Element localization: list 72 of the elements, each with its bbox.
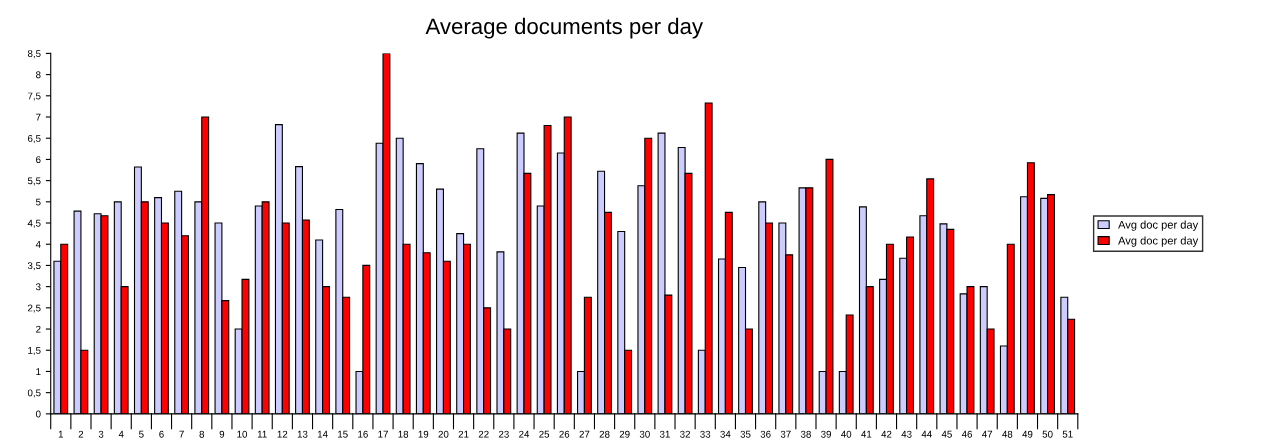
x-tick-label: 47 [981,430,993,438]
x-tick-label: 30 [639,430,650,438]
x-tick-label: 24 [519,430,530,438]
x-tick-label: 36 [760,430,771,438]
x-tick-label: 13 [297,430,308,438]
x-tick-label: 17 [378,430,388,438]
x-tick-label: 20 [438,430,449,438]
x-tick-label: 27 [579,430,590,438]
x-tick-label: 26 [559,430,570,438]
y-tick-label: 2,5 [27,304,41,313]
x-tick-label: 6 [159,430,164,438]
x-tick-label: 41 [861,430,872,438]
x-tick-label: 21 [458,430,469,438]
y-tick-label: 6,5 [27,134,41,143]
y-tick-label: 5,5 [27,177,41,186]
y-tick-label: 2 [36,325,41,333]
y-tick-label: 4,5 [27,219,41,228]
x-tick-label: 37 [780,430,791,438]
y-tick-label: 8 [36,71,41,79]
x-tick-label: 35 [740,430,751,438]
y-tick-label: 5 [35,198,41,206]
y-tick-label: 7 [36,113,41,121]
x-tick-label: 40 [841,430,852,438]
x-tick-label: 50 [1042,430,1053,438]
x-tick-label: 46 [961,430,973,438]
y-tick-label: 0,5 [27,389,41,398]
x-tick-label: 7 [179,430,184,438]
x-tick-label: 15 [338,430,348,438]
x-tick-label: 4 [118,430,124,438]
x-tick-label: 25 [539,430,550,438]
x-tick-label: 5 [139,430,144,438]
y-tick-label: 6 [36,156,41,164]
x-tick-label: 16 [358,430,368,438]
x-tick-label: 9 [219,430,225,438]
y-tick-label: 4 [35,241,41,248]
x-tick-label: 28 [599,430,610,438]
x-tick-label: 12 [277,430,288,438]
x-tick-label: 38 [800,430,811,438]
y-tick-label: 1,5 [28,347,41,356]
x-tick-label: 31 [659,430,670,438]
x-tick-label: 34 [720,430,731,438]
x-tick-label: 32 [680,430,691,438]
x-tick-label: 44 [921,430,932,438]
x-tick-label: 33 [700,430,711,438]
x-tick-label: 29 [619,430,630,438]
x-tick-label: 22 [478,430,489,438]
x-tick-label: 39 [821,430,832,438]
y-tick-label: 3,5 [27,262,41,271]
x-tick-label: 49 [1022,430,1033,438]
x-tick-label: 48 [1002,430,1013,438]
x-tick-label: 3 [98,430,104,438]
x-tick-label: 2 [78,430,84,438]
y-tick-label: 3 [35,283,41,291]
x-tick-label: 11 [257,430,267,438]
y-tick-label: 1 [36,368,41,375]
x-tick-label: 19 [418,430,429,438]
legend-label: Avg doc per day [1118,220,1199,231]
y-tick-label: 8,5 [27,50,41,59]
x-tick-label: 1 [58,430,64,438]
x-tick-label: 8 [199,430,205,438]
legend-label: Avg doc per day [1118,236,1199,247]
x-tick-label: 23 [498,430,509,438]
x-tick-label: 51 [1062,430,1073,438]
x-tick-label: 18 [398,430,409,438]
x-tick-label: 43 [901,430,912,438]
x-tick-label: 14 [317,430,328,438]
x-tick-label: 45 [941,430,952,438]
chart-title: Average documents per day [425,17,703,39]
x-tick-label: 42 [881,430,892,438]
y-tick-label: 7,5 [27,92,41,101]
y-tick-label: 0 [35,410,41,418]
x-tick-label: 10 [237,430,248,438]
